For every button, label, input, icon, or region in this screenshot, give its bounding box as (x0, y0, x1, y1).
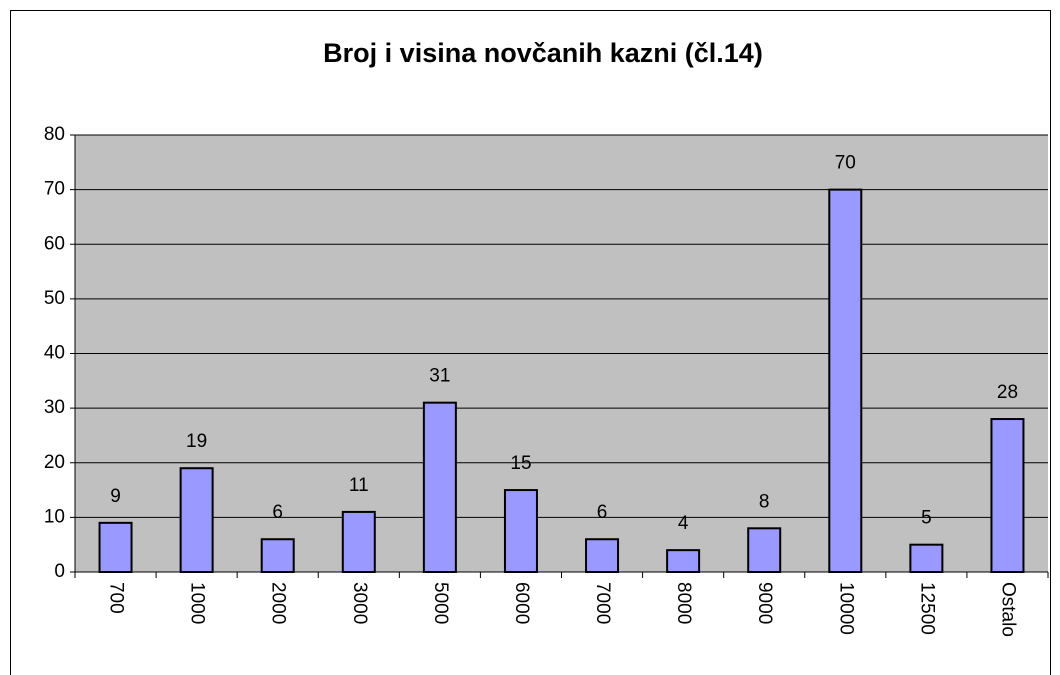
chart-title: Broj i visina novčanih kazni (čl.14) (323, 38, 763, 68)
data-label: 70 (835, 153, 856, 174)
bar (179, 467, 214, 573)
bar (98, 521, 133, 574)
bar (341, 510, 376, 574)
data-label: 8 (759, 491, 770, 512)
bar (260, 538, 295, 573)
x-tick-label: 6000 (511, 582, 532, 624)
bar (666, 549, 701, 574)
y-tick-label: 30 (44, 397, 65, 418)
y-tick-label: 50 (44, 288, 65, 309)
data-label: 5 (921, 508, 932, 529)
x-tick-label: 10000 (835, 582, 856, 635)
x-tick-label: 7000 (592, 582, 613, 624)
data-label: 6 (272, 502, 283, 523)
x-tick-label: 2000 (268, 582, 289, 624)
data-label: 31 (429, 366, 450, 387)
x-tick-label: Ostalo (997, 582, 1018, 637)
y-tick-label: 70 (44, 179, 65, 200)
bar (828, 188, 863, 573)
data-label: 6 (597, 502, 608, 523)
x-tick-label: 3000 (349, 582, 370, 624)
data-label: 19 (186, 431, 207, 452)
data-label: 11 (349, 475, 369, 496)
bar (503, 489, 538, 573)
x-tick-label: 9000 (754, 582, 775, 624)
data-label: 15 (510, 453, 531, 474)
x-tick-label: 8000 (673, 582, 694, 624)
y-tick-label: 0 (54, 561, 65, 582)
y-tick-label: 20 (44, 452, 65, 473)
bar (990, 418, 1025, 573)
y-tick-label: 80 (44, 124, 65, 145)
data-label: 4 (678, 513, 689, 534)
bar (422, 401, 457, 573)
x-tick-label: 5000 (430, 582, 451, 624)
x-tick-label: 12500 (916, 582, 937, 635)
bar (909, 543, 944, 573)
x-tick-label: 700 (106, 582, 127, 614)
data-label: 9 (110, 486, 121, 507)
data-label: 28 (997, 382, 1018, 403)
bar (747, 527, 782, 573)
y-tick-label: 40 (44, 343, 65, 364)
y-tick-label: 60 (44, 233, 65, 254)
bar (585, 538, 620, 573)
x-tick-label: 1000 (187, 582, 208, 624)
y-tick-label: 10 (44, 506, 65, 527)
